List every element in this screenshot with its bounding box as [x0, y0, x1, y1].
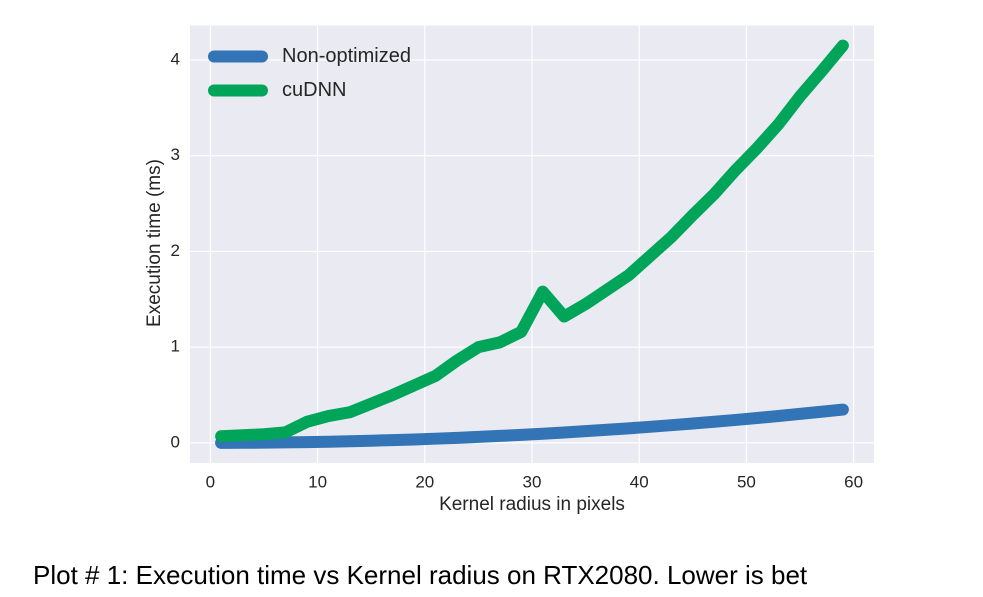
data-line	[215, 403, 849, 449]
y-tick-label: 3	[171, 145, 180, 164]
x-tick-label: 60	[844, 472, 863, 491]
y-tick-label: 4	[171, 49, 180, 68]
legend-label: cuDNN	[282, 79, 346, 101]
x-tick-label: 20	[415, 472, 434, 491]
x-tick-label: 50	[737, 472, 756, 491]
y-axis-label: Execution time (ms)	[144, 159, 165, 327]
y-tick-label: 1	[171, 337, 180, 356]
legend-label: Non-optimized	[282, 45, 411, 67]
x-tick-label: 30	[523, 472, 542, 491]
y-tick-label: 2	[171, 241, 180, 260]
x-axis-label: Kernel radius in pixels	[439, 494, 625, 515]
data-line	[215, 39, 849, 443]
x-tick-label: 0	[206, 472, 215, 491]
x-tick-label: 10	[308, 472, 327, 491]
y-tick-label: 0	[171, 432, 180, 451]
x-tick-label: 40	[630, 472, 649, 491]
caption: Plot # 1: Execution time vs Kernel radiu…	[33, 560, 808, 590]
